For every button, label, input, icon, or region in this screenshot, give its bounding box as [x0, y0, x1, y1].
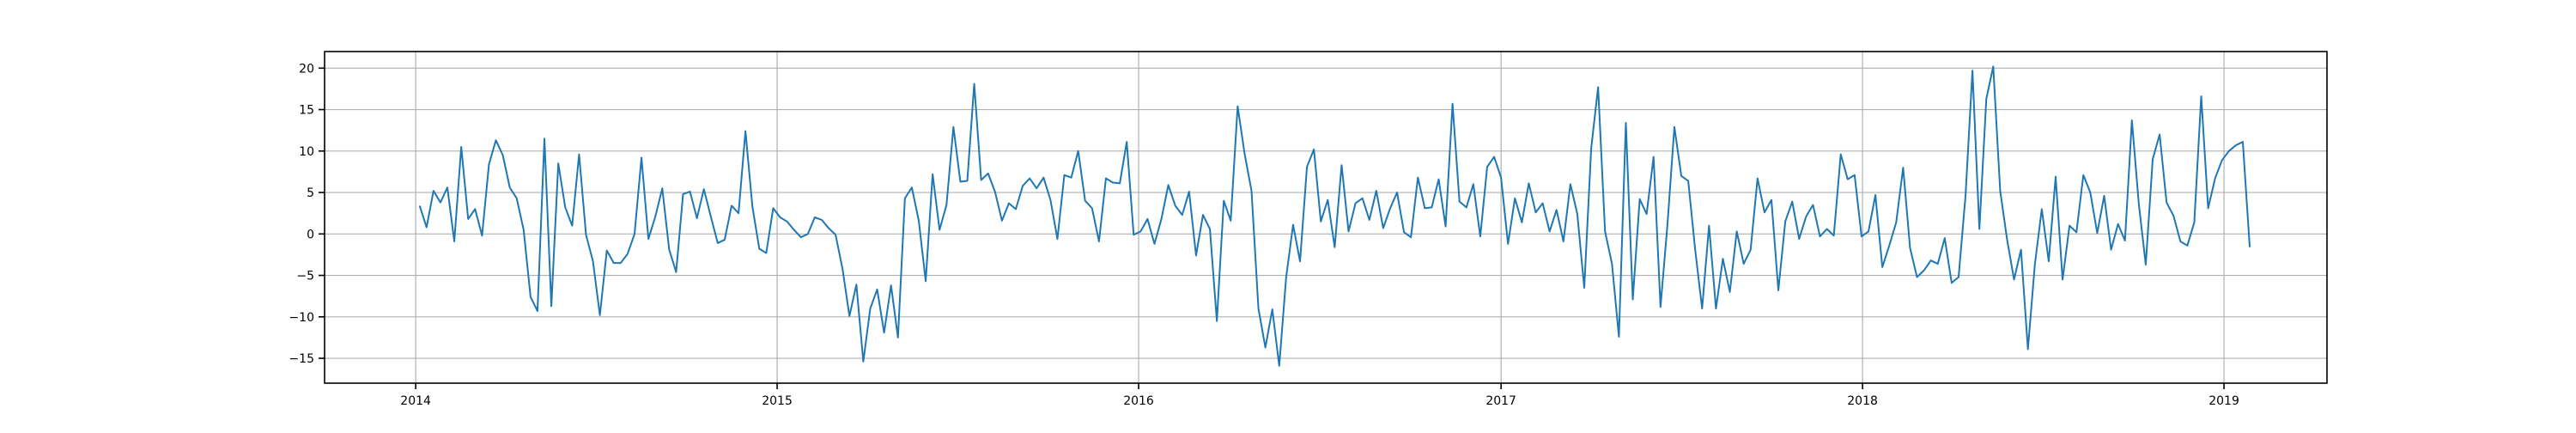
x-axis: 2014 2015 2016 2017 2018 2019: [400, 383, 2239, 408]
x-tick-label: 2018: [1847, 394, 1878, 408]
plot-frame: [324, 51, 2328, 384]
x-tick-label: 2019: [2208, 394, 2239, 408]
y-tick-label: 15: [299, 104, 314, 118]
y-tick-label: 10: [299, 145, 314, 159]
x-tick-label: 2014: [400, 394, 431, 408]
x-tick-label: 2015: [762, 394, 793, 408]
y-tick-label: −10: [289, 311, 314, 325]
grid-lines: [325, 52, 2327, 383]
y-axis: 20 15 10 5 0 −5 −10 −15: [289, 62, 325, 366]
y-tick-label: −5: [296, 270, 314, 284]
series-layer: [418, 65, 2251, 367]
x-tick-label: 2017: [1485, 394, 1516, 408]
x-tick-label: 2016: [1123, 394, 1154, 408]
y-tick-label: 0: [307, 228, 314, 241]
y-tick-label: −15: [289, 352, 314, 366]
y-tick-label: 5: [307, 186, 314, 200]
series-line: [418, 65, 2251, 367]
y-tick-label: 20: [299, 62, 314, 76]
